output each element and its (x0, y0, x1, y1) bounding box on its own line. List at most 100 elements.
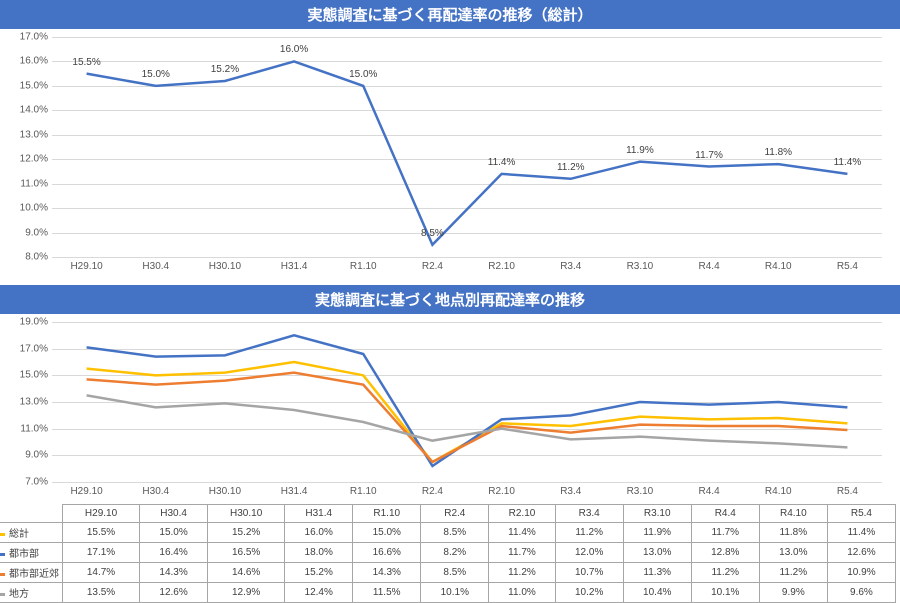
table-row-header: 都市部近郊 (0, 563, 63, 583)
x-tick-label: H29.10 (70, 261, 102, 272)
point-label: 11.9% (626, 145, 654, 156)
x-tick-label: R3.10 (627, 261, 654, 272)
table-cell: 16.0% (285, 523, 353, 543)
table-cell: 11.8% (759, 523, 827, 543)
table-cell: 11.7% (691, 523, 759, 543)
table-corner (0, 505, 63, 523)
table-cell: 12.9% (208, 583, 285, 603)
table-cell: 14.3% (353, 563, 421, 583)
table-cell: 11.7% (489, 543, 555, 563)
table-cell: 13.5% (63, 583, 140, 603)
x-tick-label: R2.10 (488, 261, 515, 272)
chart-lines (52, 37, 882, 257)
x-tick-label: R1.10 (350, 261, 377, 272)
legend-swatch (0, 553, 5, 556)
y-tick-label: 19.0% (20, 317, 48, 328)
table-cell: 10.1% (421, 583, 489, 603)
x-tick-label: R3.4 (560, 486, 581, 497)
table-cell: 12.6% (140, 583, 208, 603)
point-label: 11.7% (695, 150, 723, 161)
y-tick-label: 11.0% (20, 178, 48, 189)
table-cell: 18.0% (285, 543, 353, 563)
table-col-header: R4.10 (759, 505, 827, 523)
table-col-header: R5.4 (827, 505, 895, 523)
x-tick-label: H31.4 (281, 261, 308, 272)
x-tick-label: R4.4 (699, 261, 720, 272)
table-cell: 12.8% (691, 543, 759, 563)
table-cell: 14.3% (140, 563, 208, 583)
x-tick-label: H29.10 (70, 486, 102, 497)
point-label: 11.2% (557, 162, 585, 173)
table-cell: 11.3% (623, 563, 691, 583)
table-col-header: H31.4 (285, 505, 353, 523)
data-table: H29.10H30.4H30.10H31.4R1.10R2.4R2.10R3.4… (0, 504, 896, 603)
x-tick-label: R1.10 (350, 486, 377, 497)
point-label: 8.5% (421, 228, 444, 239)
table-row: 総計15.5%15.0%15.2%16.0%15.0%8.5%11.4%11.2… (0, 523, 896, 543)
table-cell: 17.1% (63, 543, 140, 563)
table-cell: 12.6% (827, 543, 895, 563)
point-label: 15.0% (349, 69, 377, 80)
y-tick-label: 12.0% (20, 154, 48, 165)
table-cell: 15.5% (63, 523, 140, 543)
point-label: 15.5% (72, 57, 100, 68)
table-cell: 16.5% (208, 543, 285, 563)
table-col-header: R3.4 (555, 505, 623, 523)
x-tick-label: H30.4 (142, 486, 169, 497)
point-label: 15.2% (211, 64, 239, 75)
y-tick-label: 17.0% (20, 343, 48, 354)
table-cell: 11.2% (691, 563, 759, 583)
chart2: 7.0%9.0%11.0%13.0%15.0%17.0%19.0%H29.10H… (0, 314, 900, 504)
table-row: 都市部近郊14.7%14.3%14.6%15.2%14.3%8.5%11.2%1… (0, 563, 896, 583)
x-tick-label: R5.4 (837, 261, 858, 272)
y-tick-label: 13.0% (20, 129, 48, 140)
table-cell: 9.6% (827, 583, 895, 603)
x-tick-label: R2.4 (422, 261, 443, 272)
x-tick-label: R4.10 (765, 486, 792, 497)
chart2-data-table: H29.10H30.4H30.10H31.4R1.10R2.4R2.10R3.4… (0, 504, 896, 603)
legend-swatch (0, 593, 5, 596)
table-col-header: H29.10 (63, 505, 140, 523)
y-tick-label: 17.0% (20, 32, 48, 43)
table-cell: 15.0% (140, 523, 208, 543)
table-col-header: H30.10 (208, 505, 285, 523)
table-col-header: R1.10 (353, 505, 421, 523)
table-col-header: R4.4 (691, 505, 759, 523)
table-col-header: R2.4 (421, 505, 489, 523)
table-cell: 11.5% (353, 583, 421, 603)
y-tick-label: 9.0% (25, 450, 48, 461)
table-cell: 8.5% (421, 563, 489, 583)
table-cell: 16.6% (353, 543, 421, 563)
series-line (87, 61, 848, 244)
table-cell: 12.4% (285, 583, 353, 603)
x-tick-label: R2.4 (422, 486, 443, 497)
table-cell: 15.2% (285, 563, 353, 583)
table-cell: 14.6% (208, 563, 285, 583)
table-cell: 11.2% (489, 563, 555, 583)
y-tick-label: 9.0% (25, 227, 48, 238)
series-name: 総計 (9, 529, 29, 540)
point-label: 11.4% (488, 157, 516, 168)
y-tick-label: 14.0% (20, 105, 48, 116)
x-tick-label: R5.4 (837, 486, 858, 497)
x-tick-label: R2.10 (488, 486, 515, 497)
point-label: 15.0% (142, 69, 170, 80)
table-cell: 13.0% (759, 543, 827, 563)
chart-lines (52, 322, 882, 482)
x-tick-label: H30.10 (209, 261, 241, 272)
table-row-header: 都市部 (0, 543, 63, 563)
x-tick-label: H31.4 (281, 486, 308, 497)
table-row: 都市部17.1%16.4%16.5%18.0%16.6%8.2%11.7%12.… (0, 543, 896, 563)
table-cell: 12.0% (555, 543, 623, 563)
table-cell: 15.0% (353, 523, 421, 543)
series-line (87, 335, 848, 466)
x-tick-label: R3.10 (627, 486, 654, 497)
table-cell: 14.7% (63, 563, 140, 583)
table-cell: 11.9% (623, 523, 691, 543)
point-label: 16.0% (280, 44, 308, 55)
table-cell: 11.2% (759, 563, 827, 583)
table-col-header: H30.4 (140, 505, 208, 523)
table-col-header: R2.10 (489, 505, 555, 523)
point-label: 11.4% (834, 157, 862, 168)
table-col-header: R3.10 (623, 505, 691, 523)
